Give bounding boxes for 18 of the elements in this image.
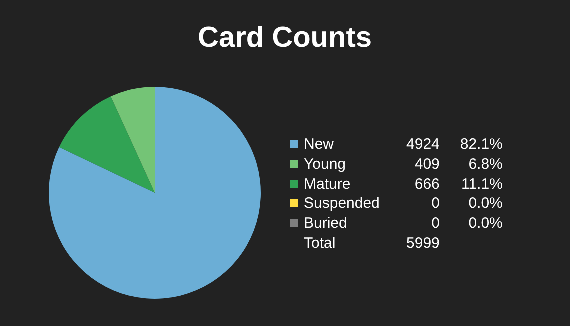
text: Total [303,234,337,254]
legend-label: Mature [303,174,352,194]
text: 0.0% [468,195,503,212]
data-label: 409 [414,155,440,174]
text: 0 [432,195,440,212]
legend-label: Young [303,155,347,174]
legend-label: Suspended [303,194,380,214]
text: 0 [432,215,440,232]
text: 6.8% [468,156,503,174]
text: 0.0% [468,215,503,232]
data-label: 4924 [406,135,440,155]
text: 11.1% [461,176,503,193]
text: 5999 [406,234,440,252]
legend-label: New [303,135,336,155]
chart-title: Card Counts [197,22,373,55]
data-label: 666 [414,174,440,194]
text: 82.1% [460,136,503,154]
legend-label: Buried [303,214,348,234]
